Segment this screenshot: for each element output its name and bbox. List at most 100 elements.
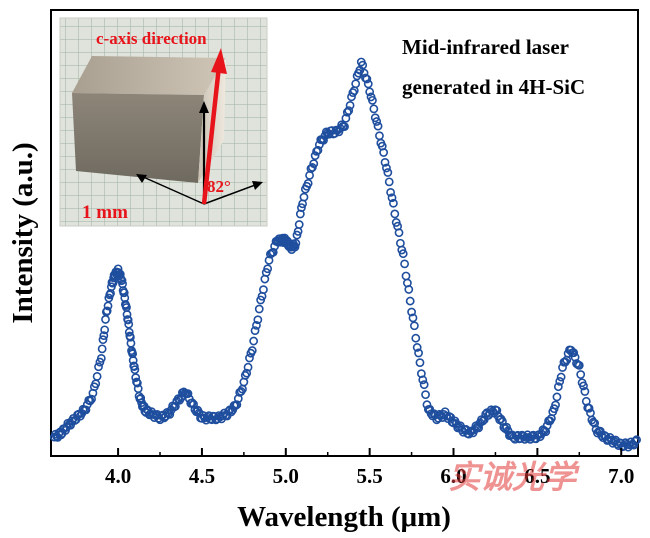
- data-point: [297, 203, 306, 213]
- data-point: [372, 117, 382, 126]
- data-point: [390, 209, 400, 219]
- data-point: [379, 148, 389, 157]
- data-point: [98, 335, 108, 345]
- data-point: [414, 348, 423, 358]
- data-point: [556, 372, 566, 382]
- data-point: [92, 371, 102, 381]
- data-point: [552, 392, 562, 402]
- data-point: [389, 198, 398, 208]
- c-axis-label: c-axis direction: [96, 29, 207, 48]
- data-point: [398, 249, 408, 259]
- data-point: [394, 228, 404, 238]
- data-point: [632, 435, 641, 445]
- data-point: [405, 296, 415, 306]
- x-tick-label-4: 6.0: [440, 464, 466, 488]
- data-point: [85, 396, 95, 406]
- data-point: [313, 145, 323, 155]
- data-point: [576, 370, 586, 379]
- x-tick-label-5: 6.5: [524, 464, 550, 488]
- data-point: [117, 276, 127, 285]
- data-point: [351, 79, 361, 89]
- x-tick-label-1: 4.5: [189, 464, 215, 488]
- data-point: [368, 95, 377, 105]
- data-point: [100, 325, 110, 335]
- data-point: [249, 336, 259, 346]
- data-point: [386, 187, 396, 197]
- data-point: [569, 348, 579, 358]
- data-points: [49, 57, 641, 452]
- data-point: [268, 247, 278, 257]
- data-point: [252, 320, 261, 330]
- scale-label: 1 mm: [82, 202, 128, 223]
- data-point: [291, 238, 301, 248]
- data-point: [254, 304, 264, 314]
- data-point: [259, 285, 268, 295]
- data-point: [383, 168, 393, 177]
- data-point: [369, 104, 379, 114]
- data-point: [122, 310, 132, 319]
- data-point: [474, 423, 484, 433]
- data-point: [560, 357, 570, 367]
- annotation-line-1: Mid-infrared laser: [402, 35, 569, 59]
- data-point: [99, 331, 109, 340]
- x-tick-label-3: 5.5: [357, 464, 383, 488]
- data-point: [124, 319, 134, 329]
- y-axis-label: Intensity (a.u.): [7, 142, 39, 323]
- data-point: [409, 321, 419, 331]
- data-point: [579, 381, 588, 391]
- data-point: [477, 415, 486, 425]
- data-point: [580, 387, 590, 396]
- data-point: [253, 315, 263, 325]
- data-point: [303, 178, 313, 188]
- data-point: [498, 416, 507, 426]
- data-point: [345, 101, 355, 110]
- data-point: [123, 315, 133, 325]
- data-point: [131, 373, 141, 383]
- data-point: [408, 313, 418, 323]
- data-point: [344, 106, 354, 115]
- data-point: [81, 405, 91, 415]
- data-point: [119, 288, 129, 298]
- data-point: [263, 264, 273, 274]
- angle-label: 82°: [207, 177, 231, 196]
- data-point: [541, 427, 551, 437]
- x-tick-label-2: 5.0: [273, 464, 299, 488]
- data-point: [292, 230, 302, 240]
- inset-photo: c-axis direction 82° 1 mm: [59, 17, 268, 227]
- data-point: [242, 368, 252, 378]
- data-point: [411, 333, 421, 343]
- data-point: [365, 87, 375, 97]
- watermark: 实诚光学: [448, 458, 580, 496]
- x-axis-ticks: 4.0 4.5 5.0 5.5 6.0 6.5 7.0: [105, 448, 634, 488]
- data-point: [136, 393, 146, 403]
- data-point: [415, 358, 425, 368]
- data-point: [407, 307, 416, 317]
- data-point: [384, 177, 394, 187]
- data-point: [130, 365, 140, 375]
- data-point: [630, 436, 640, 446]
- data-point: [170, 402, 180, 411]
- data-point: [362, 74, 372, 84]
- data-point: [418, 375, 428, 385]
- data-point: [588, 417, 598, 427]
- data-point: [412, 343, 422, 352]
- data-point: [294, 220, 304, 229]
- data-point: [94, 362, 103, 372]
- data-point: [299, 192, 309, 202]
- data-point: [290, 242, 300, 252]
- data-point: [232, 400, 242, 410]
- x-tick-label-0: 4.0: [105, 464, 131, 488]
- data-point: [380, 157, 390, 167]
- data-point: [125, 332, 135, 342]
- data-point: [124, 327, 134, 337]
- x-tick-label-6: 7.0: [608, 464, 634, 488]
- data-point: [87, 394, 96, 404]
- annotation-line-2: generated in 4H-SiC: [402, 75, 585, 99]
- data-point: [553, 382, 563, 392]
- data-point: [584, 403, 594, 413]
- data-point: [97, 344, 107, 354]
- data-point: [348, 88, 358, 97]
- data-point: [183, 389, 193, 399]
- data-point: [132, 378, 142, 388]
